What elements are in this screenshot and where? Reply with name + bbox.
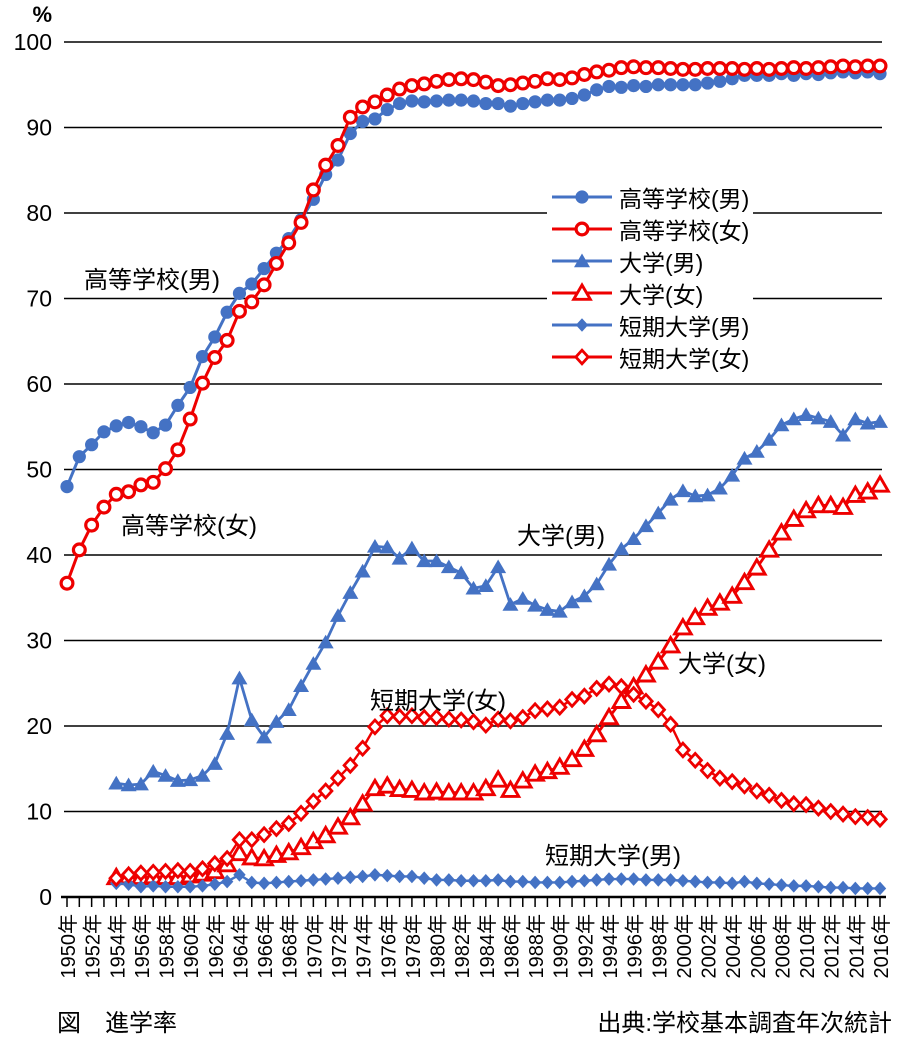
svg-text:1954年: 1954年 bbox=[106, 914, 129, 979]
legend-marker-triangle-filled-icon bbox=[551, 250, 613, 272]
figure-caption: 図 進学率 bbox=[57, 1010, 177, 1037]
svg-text:1958年: 1958年 bbox=[156, 914, 179, 979]
legend-item-hs-male: 高等学校(男) bbox=[551, 181, 749, 213]
svg-text:1960年: 1960年 bbox=[180, 914, 203, 979]
svg-text:60: 60 bbox=[26, 371, 52, 397]
svg-text:2014年: 2014年 bbox=[845, 914, 868, 979]
svg-text:1952年: 1952年 bbox=[82, 914, 105, 979]
legend-label: 大学(女) bbox=[619, 282, 704, 308]
series-hs-female bbox=[59, 58, 888, 591]
svg-text:1966年: 1966年 bbox=[254, 914, 277, 979]
svg-text:1972年: 1972年 bbox=[328, 914, 351, 979]
svg-text:1956年: 1956年 bbox=[131, 914, 154, 979]
svg-text:50: 50 bbox=[26, 457, 52, 483]
svg-text:1996年: 1996年 bbox=[624, 914, 647, 979]
svg-text:1984年: 1984年 bbox=[476, 914, 499, 979]
legend-label: 高等学校(女) bbox=[619, 218, 750, 244]
svg-text:90: 90 bbox=[26, 115, 52, 141]
svg-text:0: 0 bbox=[39, 884, 52, 910]
series-jc-male bbox=[110, 867, 887, 896]
chart-annotation: 短期大学(女) bbox=[370, 688, 506, 715]
legend-marker-triangle-open-icon bbox=[551, 282, 613, 304]
legend-label: 短期大学(男) bbox=[619, 314, 750, 340]
svg-text:2004年: 2004年 bbox=[722, 914, 745, 979]
series-jc-female bbox=[108, 675, 889, 888]
svg-text:70: 70 bbox=[26, 286, 52, 312]
svg-text:1962年: 1962年 bbox=[205, 914, 228, 979]
svg-text:1980年: 1980年 bbox=[427, 914, 450, 979]
y-tick-labels: 0 10 20 30 40 50 60 70 80 90 100 bbox=[14, 29, 52, 910]
svg-text:1964年: 1964年 bbox=[229, 914, 252, 979]
svg-text:1976年: 1976年 bbox=[377, 914, 400, 979]
svg-text:1970年: 1970年 bbox=[303, 914, 326, 979]
svg-text:1974年: 1974年 bbox=[353, 914, 376, 979]
legend-marker-diamond-filled-icon bbox=[551, 314, 613, 336]
legend-item-hs-female: 高等学校(女) bbox=[551, 213, 749, 245]
legend-marker-circle-filled-icon bbox=[551, 186, 613, 208]
svg-text:2016年: 2016年 bbox=[870, 914, 893, 979]
svg-text:20: 20 bbox=[26, 713, 52, 739]
legend-label: 高等学校(男) bbox=[619, 186, 750, 212]
svg-text:1992年: 1992年 bbox=[574, 914, 597, 979]
svg-text:1968年: 1968年 bbox=[279, 914, 302, 979]
svg-text:2006年: 2006年 bbox=[747, 914, 770, 979]
legend-item-jc-male: 短期大学(男) bbox=[551, 309, 749, 341]
svg-text:80: 80 bbox=[26, 200, 52, 226]
x-axis bbox=[61, 895, 886, 907]
svg-text:1994年: 1994年 bbox=[599, 914, 622, 979]
legend-label: 短期大学(女) bbox=[619, 346, 750, 372]
series-univ-male bbox=[108, 407, 888, 792]
svg-text:1986年: 1986年 bbox=[500, 914, 523, 979]
svg-text:40: 40 bbox=[26, 542, 52, 568]
svg-text:30: 30 bbox=[26, 628, 52, 654]
svg-text:1950年: 1950年 bbox=[57, 914, 80, 979]
legend-marker-circle-open-icon bbox=[551, 218, 613, 240]
chart-annotation: 大学(女) bbox=[678, 651, 766, 678]
svg-text:1982年: 1982年 bbox=[451, 914, 474, 979]
svg-text:1988年: 1988年 bbox=[525, 914, 548, 979]
y-axis-unit-label: % bbox=[32, 2, 52, 27]
chart-annotation: 大学(男) bbox=[517, 523, 605, 550]
chart-annotation: 高等学校(女) bbox=[121, 513, 257, 540]
svg-text:10: 10 bbox=[26, 799, 52, 825]
svg-text:2008年: 2008年 bbox=[771, 914, 794, 979]
svg-text:1998年: 1998年 bbox=[648, 914, 671, 979]
source-caption: 出典:学校基本調査年次統計 bbox=[597, 1010, 892, 1037]
svg-text:1990年: 1990年 bbox=[550, 914, 573, 979]
chart-annotation: 高等学校(男) bbox=[84, 267, 220, 294]
chart-annotation: 短期大学(男) bbox=[545, 843, 681, 870]
legend-item-univ-male: 大学(男) bbox=[551, 245, 749, 277]
legend: 高等学校(男) 高等学校(女) 大学(男) 大学(女) 短期大学(男) 短期大学… bbox=[547, 179, 754, 375]
svg-text:100: 100 bbox=[14, 29, 52, 55]
svg-text:1978年: 1978年 bbox=[402, 914, 425, 979]
svg-text:2000年: 2000年 bbox=[673, 914, 696, 979]
svg-text:2012年: 2012年 bbox=[821, 914, 844, 979]
legend-marker-diamond-open-icon bbox=[551, 346, 613, 368]
legend-item-jc-female: 短期大学(女) bbox=[551, 341, 749, 373]
x-tick-labels: 1950年 1952年 1954年 1956年 1958年 1960年 1962年 1964年… bbox=[57, 914, 893, 979]
svg-text:2002年: 2002年 bbox=[698, 914, 721, 979]
legend-item-univ-female: 大学(女) bbox=[551, 277, 749, 309]
svg-text:2010年: 2010年 bbox=[796, 914, 819, 979]
legend-label: 大学(男) bbox=[619, 250, 704, 276]
